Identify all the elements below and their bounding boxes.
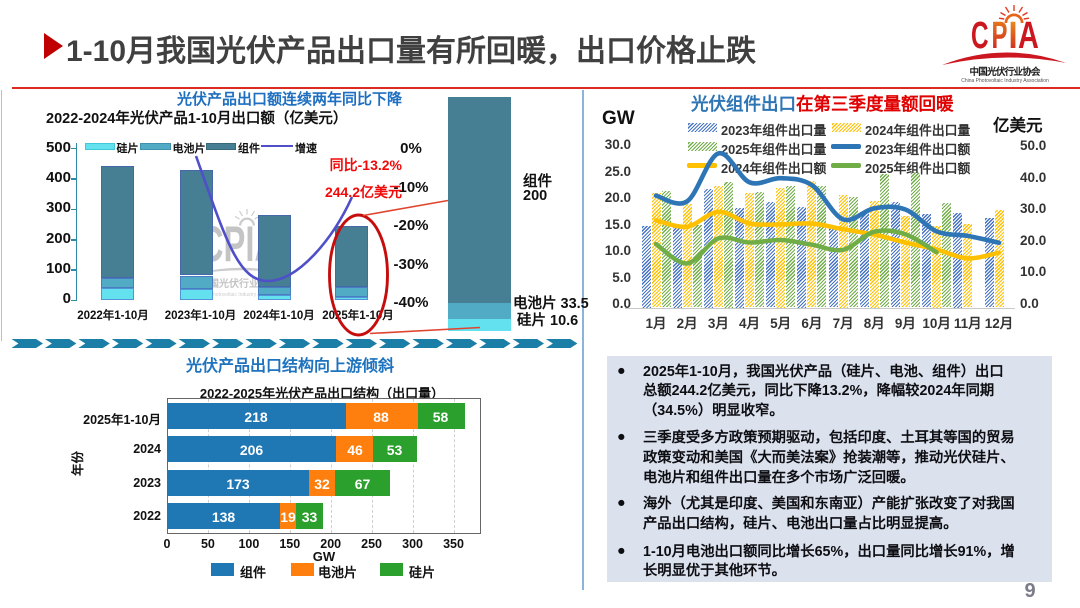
svg-text:中国光伏行业协会: 中国光伏行业协会 xyxy=(970,66,1041,78)
svg-text:China Photovoltaic Industry As: China Photovoltaic Industry Association xyxy=(961,78,1049,84)
svg-text:I: I xyxy=(1009,14,1018,57)
svg-text:P: P xyxy=(992,13,1008,56)
svg-text:A: A xyxy=(1018,14,1039,57)
svg-text:C: C xyxy=(971,13,989,56)
svg-text:China Photovoltaic Industry As: China Photovoltaic Industry Association xyxy=(195,292,283,298)
